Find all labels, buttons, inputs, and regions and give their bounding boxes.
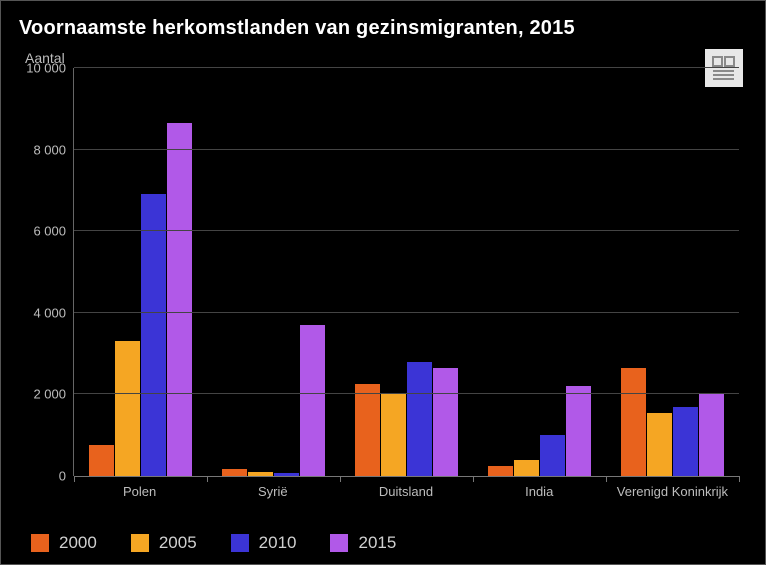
legend-label: 2010: [259, 533, 297, 553]
grid-line: [74, 393, 739, 394]
bar-group: [606, 68, 739, 476]
bar: [300, 325, 325, 476]
x-tick: [739, 476, 740, 482]
x-tick: [74, 476, 75, 482]
bar: [673, 407, 698, 476]
chart-frame: Voornaamste herkomstlanden van gezinsmig…: [0, 0, 766, 565]
bar: [274, 473, 299, 476]
bar-group: [473, 68, 606, 476]
bar: [699, 394, 724, 476]
grid-line: [74, 230, 739, 231]
legend-item: 2005: [131, 533, 197, 553]
bar-groups: [74, 68, 739, 476]
y-tick-label: 0: [59, 469, 74, 484]
bar: [540, 435, 565, 476]
legend-label: 2015: [358, 533, 396, 553]
bar: [621, 368, 646, 476]
legend-item: 2000: [31, 533, 97, 553]
legend-swatch: [31, 534, 49, 552]
bar: [381, 394, 406, 476]
y-tick-label: 4 000: [33, 305, 74, 320]
legend: 2000 2005 2010 2015: [31, 533, 747, 553]
y-tick-label: 8 000: [33, 142, 74, 157]
x-tick: [606, 476, 607, 482]
bar: [115, 341, 140, 476]
x-axis-label: Polen: [73, 476, 206, 499]
y-axis-label: Aantal: [25, 50, 747, 66]
x-axis-labels: PolenSyriëDuitslandIndiaVerenigd Koninkr…: [73, 476, 739, 499]
legend-label: 2000: [59, 533, 97, 553]
bar: [433, 368, 458, 476]
x-axis-label: Verenigd Koninkrijk: [606, 476, 739, 499]
x-tick: [340, 476, 341, 482]
bar: [355, 384, 380, 476]
bar: [488, 466, 513, 476]
y-tick-label: 2 000: [33, 387, 74, 402]
bar: [167, 123, 192, 476]
legend-label: 2005: [159, 533, 197, 553]
bar-group: [340, 68, 473, 476]
y-tick-label: 6 000: [33, 224, 74, 239]
plot-area: 02 0004 0006 0008 00010 000: [73, 68, 739, 476]
bar: [566, 386, 591, 476]
bar: [141, 194, 166, 476]
grid-line: [74, 67, 739, 68]
chart-title: Voornaamste herkomstlanden van gezinsmig…: [19, 17, 747, 40]
legend-swatch: [131, 534, 149, 552]
bar-group: [207, 68, 340, 476]
legend-swatch: [330, 534, 348, 552]
x-axis-label: Duitsland: [339, 476, 472, 499]
x-axis-label: India: [473, 476, 606, 499]
x-axis-line: [74, 476, 739, 477]
legend-item: 2015: [330, 533, 396, 553]
bar: [514, 460, 539, 476]
bar: [407, 362, 432, 476]
legend-swatch: [231, 534, 249, 552]
bar: [647, 413, 672, 476]
x-axis-label: Syrië: [206, 476, 339, 499]
bar-group: [74, 68, 207, 476]
y-tick-label: 10 000: [26, 61, 74, 76]
grid-line: [74, 312, 739, 313]
x-tick: [207, 476, 208, 482]
grid-line: [74, 149, 739, 150]
legend-item: 2010: [231, 533, 297, 553]
bar: [89, 445, 114, 476]
x-tick: [473, 476, 474, 482]
bar: [248, 472, 273, 476]
bar: [222, 469, 247, 476]
